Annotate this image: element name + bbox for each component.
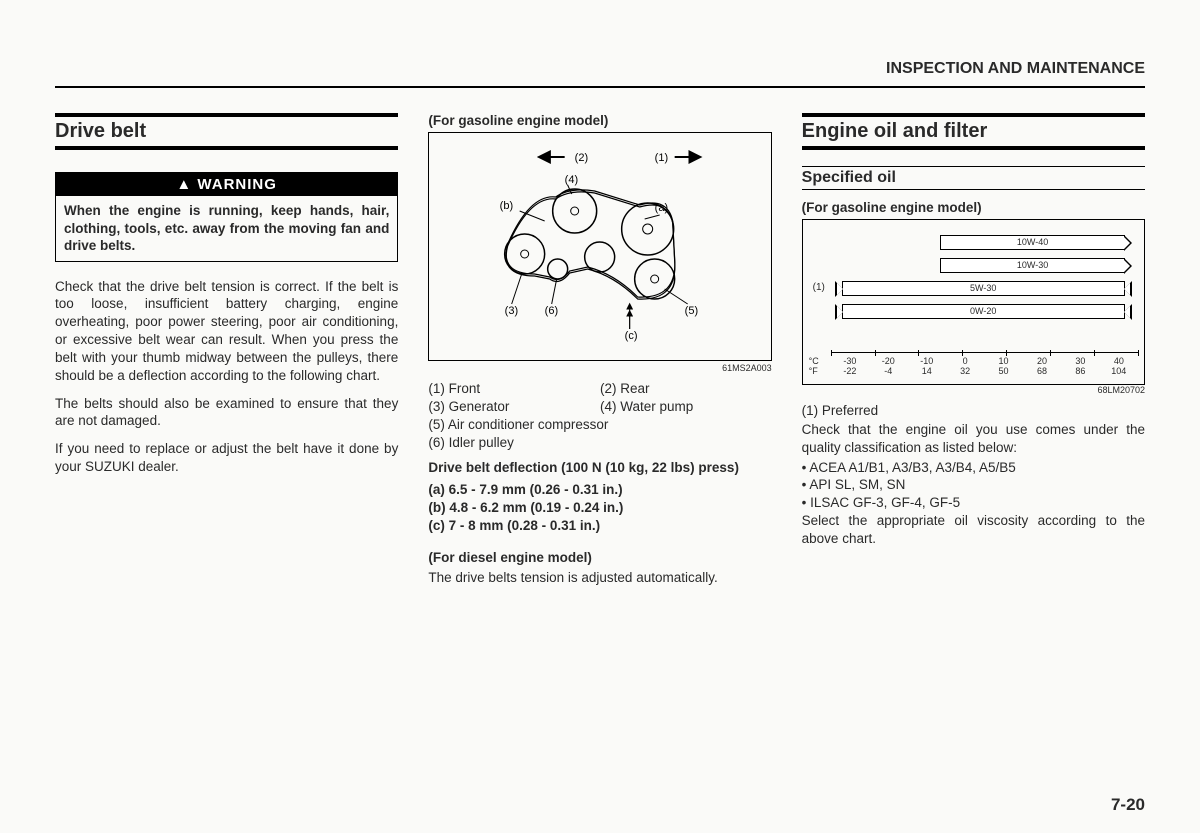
warning-header: ▲ WARNING [56,173,397,196]
rule [802,189,1145,190]
column-belt-diagram: (For gasoline engine model) (2) (1) (4) … [428,113,771,596]
warning-box: ▲ WARNING When the engine is running, ke… [55,172,398,262]
svg-text:(c): (c) [625,330,638,342]
diesel-model-label: (For diesel engine model) [428,550,771,565]
oil-bar: 10W-30 [940,258,1124,273]
rule [55,113,398,117]
legend-generator: (3) Generator [428,399,600,414]
warning-icon: ▲ [176,176,192,193]
temp-c-row: -30-20-10010203040 [831,356,1138,366]
deflection-values: (a) 6.5 - 7.9 mm (0.26 - 0.31 in.) (b) 4… [428,481,771,536]
svg-text:(3): (3) [505,305,518,317]
temp-f-row: -22-41432506886104 [831,366,1138,376]
svg-text:(1): (1) [655,152,668,164]
drive-belt-p1: Check that the drive belt tension is cor… [55,278,398,385]
svg-text:(4): (4) [565,174,578,186]
content-columns: Drive belt ▲ WARNING When the engine is … [55,113,1145,596]
deflection-c: (c) 7 - 8 mm (0.28 - 0.31 in.) [428,517,771,535]
rule [802,146,1145,150]
oil-spec-list: ACEA A1/B1, A3/B3, A3/B4, A5/B5API SL, S… [802,459,1145,512]
oil-bars: (1) 10W-40 10W-30 5W-30 0W-20 [809,230,1138,350]
page-number: 7-20 [1111,795,1145,815]
oil-spec-item: ILSAC GF-3, GF-4, GF-5 [802,494,1145,512]
legend-row: (3) Generator (4) Water pump [428,399,771,414]
rule [55,146,398,150]
svg-text:(5): (5) [685,305,698,317]
header-rule [55,86,1145,88]
column-drive-belt: Drive belt ▲ WARNING When the engine is … [55,113,398,596]
oil-p2: Select the appropriate oil viscosity acc… [802,512,1145,548]
oil-bar: 0W-20 [842,304,1125,319]
section-title-drive-belt: Drive belt [55,120,398,143]
drive-belt-p2: The belts should also be examined to ens… [55,395,398,431]
legend-rear: (2) Rear [600,381,772,396]
rule [802,166,1145,167]
oil-viscosity-chart: (1) 10W-40 10W-30 5W-30 0W-20 °C -30-20-100… [802,219,1145,385]
oil-spec-item: ACEA A1/B1, A3/B3, A3/B4, A5/B5 [802,459,1145,477]
legend-idler: (6) Idler pulley [428,435,771,450]
preferred-label: (1) Preferred [802,403,1145,418]
svg-text:(b): (b) [500,200,513,212]
temperature-scale: °C -30-20-10010203040 °F -22-41432506886… [809,352,1138,376]
unit-f: °F [809,366,831,376]
gasoline-model-label: (For gasoline engine model) [428,113,771,128]
legend-front: (1) Front [428,381,600,396]
figure-code-oil: 68LM20702 [802,385,1145,395]
specified-oil-title: Specified oil [802,169,1145,187]
warning-label: WARNING [197,176,277,193]
figure-code: 61MS2A003 [428,363,771,373]
svg-text:(6): (6) [545,305,558,317]
deflection-title: Drive belt deflection (100 N (10 kg, 22 … [428,460,771,475]
diesel-text: The drive belts tension is adjusted auto… [428,569,771,587]
belt-figure: (2) (1) (4) (b) (a) [428,132,771,361]
oil-p1: Check that the engine oil you use comes … [802,421,1145,457]
legend-ac: (5) Air conditioner compressor [428,417,771,432]
column-engine-oil: Engine oil and filter Specified oil (For… [802,113,1145,596]
page-header: INSPECTION AND MAINTENANCE [55,60,1145,78]
oil-bar: 5W-30 [842,281,1125,296]
belt-diagram-svg: (2) (1) (4) (b) (a) [435,139,764,349]
section-title-engine-oil: Engine oil and filter [802,120,1145,143]
unit-c: °C [809,356,831,366]
rule [802,113,1145,117]
legend-row: (1) Front (2) Rear [428,381,771,396]
deflection-a: (a) 6.5 - 7.9 mm (0.26 - 0.31 in.) [428,481,771,499]
pref-marker: (1) [813,282,825,293]
legend-water-pump: (4) Water pump [600,399,772,414]
deflection-b: (b) 4.8 - 6.2 mm (0.19 - 0.24 in.) [428,499,771,517]
drive-belt-p3: If you need to replace or adjust the bel… [55,440,398,476]
svg-text:(2): (2) [575,152,588,164]
oil-bar: 10W-40 [940,235,1124,250]
warning-body: When the engine is running, keep hands, … [56,196,397,261]
oil-spec-item: API SL, SM, SN [802,476,1145,494]
gasoline-oil-label: (For gasoline engine model) [802,200,1145,215]
